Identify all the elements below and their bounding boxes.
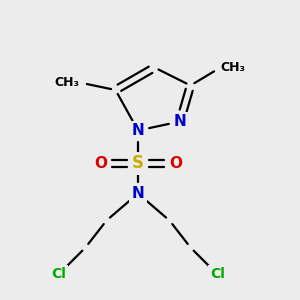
Text: O: O xyxy=(169,156,182,171)
Text: Cl: Cl xyxy=(51,268,66,281)
Text: N: N xyxy=(132,123,144,138)
Text: CH₃: CH₃ xyxy=(220,61,245,74)
Text: CH₃: CH₃ xyxy=(55,76,80,89)
Text: N: N xyxy=(174,114,186,129)
Text: Cl: Cl xyxy=(210,268,225,281)
Text: N: N xyxy=(132,186,144,201)
Text: O: O xyxy=(94,156,107,171)
Text: S: S xyxy=(132,154,144,172)
